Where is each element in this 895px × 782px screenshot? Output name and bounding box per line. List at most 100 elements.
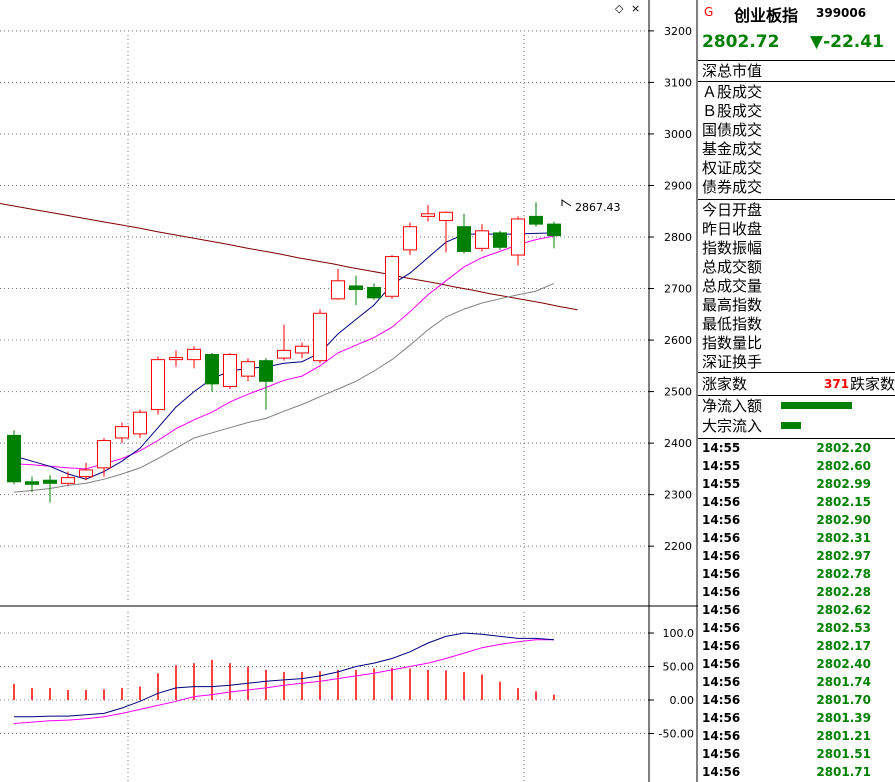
flow-bar (781, 422, 801, 429)
candlesticks (7, 202, 561, 503)
candle-body (475, 230, 489, 249)
divider (698, 81, 895, 82)
tick-time: 14:56 (702, 621, 741, 635)
candle-body (43, 479, 57, 484)
divider (698, 60, 895, 61)
tick-time: 14:56 (702, 711, 741, 725)
indicator-line-signal (13, 639, 554, 724)
tick-row: 14:56 2802.28 (698, 583, 895, 601)
max-marker: 2867.43 (561, 199, 621, 214)
axis-tick-label: 0.00 (670, 694, 695, 707)
tick-price: 2802.90 (816, 513, 871, 527)
tick-row: 14:56 2802.31 (698, 529, 895, 547)
tick-row: 14:56 2802.78 (698, 565, 895, 583)
kline-chart[interactable]: 100.0 50.00 0.00 -50.00 2200 2300 2400 2500 260… (0, 0, 698, 782)
tick-time: 14:56 (702, 729, 741, 743)
candle-body (151, 359, 165, 411)
price-axis: 2200 2300 2400 2500 2600 2700 2800 2900 3000 3100… (648, 25, 692, 553)
axis-tick-label: 3000 (664, 128, 692, 141)
tick-price: 2802.99 (816, 477, 871, 491)
current-price: 2802.72 (702, 32, 780, 52)
tick-time: 14:55 (702, 477, 741, 491)
tick-time: 14:55 (702, 441, 741, 455)
tick-price: 2801.51 (816, 747, 871, 761)
ma-long-line (0, 203, 578, 311)
candle-body (547, 223, 561, 237)
divider (698, 395, 895, 396)
tick-row: 14:56 2802.97 (698, 547, 895, 565)
axis-tick-label: 2800 (664, 231, 692, 244)
candle-body (421, 213, 435, 217)
tick-time: 14:56 (702, 675, 741, 689)
field-label: 指数振幅 (702, 239, 763, 257)
price-change: ▼-22.41 (810, 32, 884, 52)
tick-price: 2802.28 (816, 585, 871, 599)
candle-body (349, 285, 363, 291)
diamond-icon[interactable]: ◇ (615, 2, 624, 15)
up-count-value: 371 (824, 377, 850, 391)
down-count-label: 跌家数 (850, 375, 895, 393)
candle-body (403, 226, 417, 251)
axis-tick-label: 2500 (664, 386, 692, 399)
field-label: 今日开盘 (702, 201, 763, 219)
tick-time: 14:56 (702, 531, 741, 545)
candle-body (25, 481, 39, 485)
max-label: 2867.43 (575, 201, 621, 214)
axis-tick-label: 3200 (664, 25, 692, 38)
candle-body (97, 440, 111, 469)
tick-price: 2802.60 (816, 459, 871, 473)
tick-row: 14:56 2801.74 (698, 673, 895, 691)
tick-time: 14:56 (702, 765, 741, 779)
tick-price: 2802.20 (816, 441, 871, 455)
field-label: 债券成交 (702, 178, 763, 196)
candle-body (313, 312, 327, 362)
tick-row: 14:56 2802.90 (698, 511, 895, 529)
tick-row: 14:55 2802.99 (698, 475, 895, 493)
candle-body (493, 232, 507, 248)
candle-body (169, 357, 183, 361)
candle-body (187, 348, 201, 361)
tick-time: 14:56 (702, 549, 741, 563)
close-icon[interactable]: × (631, 2, 640, 15)
tick-time: 14:56 (702, 567, 741, 581)
candle-body (61, 477, 75, 484)
market-tag: G (704, 5, 714, 19)
tick-row: 14:56 2801.70 (698, 691, 895, 709)
index-code: 399006 (816, 6, 867, 20)
field-label: 最高指数 (702, 296, 763, 314)
candle-body (241, 361, 255, 377)
candle-body (295, 345, 309, 354)
tick-row: 14:56 2802.17 (698, 637, 895, 655)
field-label: 权证成交 (702, 159, 763, 177)
tick-time: 14:55 (702, 459, 741, 473)
candle-body (223, 353, 237, 387)
axis-tick-label: 50.00 (663, 661, 695, 674)
candle-body (133, 411, 147, 435)
tick-time: 14:56 (702, 603, 741, 617)
tick-row: 14:56 2801.39 (698, 709, 895, 727)
tick-price: 2802.17 (816, 639, 871, 653)
tick-price: 2801.70 (816, 693, 871, 707)
axis-tick-label: 2200 (664, 540, 692, 553)
tick-price: 2801.39 (816, 711, 871, 725)
indicator-panel: 100.0 50.00 0.00 -50.00 (0, 627, 694, 741)
tick-row: 14:56 2802.15 (698, 493, 895, 511)
axis-tick-label: 2400 (664, 437, 692, 450)
tick-price: 2802.62 (816, 603, 871, 617)
tick-row: 14:56 2801.51 (698, 745, 895, 763)
tick-price: 2802.97 (816, 549, 871, 563)
candle-body (529, 215, 543, 225)
tick-row: 14:56 2802.53 (698, 619, 895, 637)
candle-body (367, 286, 381, 299)
tick-row: 14:56 2801.21 (698, 727, 895, 745)
tick-price: 2802.40 (816, 657, 871, 671)
indicator-line-main (14, 632, 555, 718)
tick-price: 2802.31 (816, 531, 871, 545)
field-label: 深证换手 (702, 353, 763, 371)
divider (698, 372, 895, 373)
field-label: 总成交额 (702, 258, 763, 276)
field-label: Ａ股成交 (702, 83, 763, 101)
tick-time: 14:56 (702, 657, 741, 671)
tick-time: 14:56 (702, 639, 741, 653)
tick-time: 14:56 (702, 693, 741, 707)
